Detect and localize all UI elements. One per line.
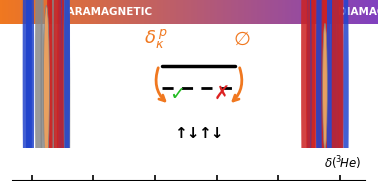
Ellipse shape xyxy=(57,0,62,181)
Ellipse shape xyxy=(339,0,344,181)
Ellipse shape xyxy=(64,0,68,181)
Circle shape xyxy=(323,24,327,150)
Ellipse shape xyxy=(307,0,312,181)
Ellipse shape xyxy=(64,0,70,181)
Ellipse shape xyxy=(28,0,34,181)
Ellipse shape xyxy=(307,0,311,181)
Text: $\delta(^3\!He)$: $\delta(^3\!He)$ xyxy=(324,154,362,172)
Text: ✗: ✗ xyxy=(214,85,230,104)
Ellipse shape xyxy=(23,0,30,181)
Ellipse shape xyxy=(26,0,31,181)
Ellipse shape xyxy=(51,0,58,181)
Ellipse shape xyxy=(54,0,59,181)
Text: $I_h$: $I_h$ xyxy=(216,148,228,164)
Circle shape xyxy=(43,5,50,168)
Text: $D_{5h}$: $D_{5h}$ xyxy=(164,148,188,164)
Ellipse shape xyxy=(316,0,322,181)
Ellipse shape xyxy=(59,0,64,181)
Text: ↑↓: ↑↓ xyxy=(174,127,200,141)
Ellipse shape xyxy=(338,0,342,181)
Ellipse shape xyxy=(317,0,324,181)
Ellipse shape xyxy=(337,0,344,181)
Ellipse shape xyxy=(310,0,317,181)
Text: ✓: ✓ xyxy=(170,85,186,104)
Ellipse shape xyxy=(334,0,339,181)
Ellipse shape xyxy=(65,0,70,181)
Text: He@C$_{60}^{\,6-}$: He@C$_{60}^{\,6-}$ xyxy=(296,149,354,169)
Ellipse shape xyxy=(333,0,337,181)
Ellipse shape xyxy=(61,0,69,181)
Ellipse shape xyxy=(61,0,67,181)
Text: $\varnothing$: $\varnothing$ xyxy=(233,30,251,49)
Ellipse shape xyxy=(57,0,62,181)
Text: DIAMAGNETIC: DIAMAGNETIC xyxy=(338,7,378,17)
Ellipse shape xyxy=(307,0,311,181)
Ellipse shape xyxy=(46,0,53,181)
Ellipse shape xyxy=(327,0,334,181)
Ellipse shape xyxy=(344,0,349,181)
Ellipse shape xyxy=(35,0,42,181)
Text: PARAMAGNETIC: PARAMAGNETIC xyxy=(60,7,152,17)
Ellipse shape xyxy=(26,0,32,181)
Text: $\delta^{\,p}_{\kappa}$: $\delta^{\,p}_{\kappa}$ xyxy=(144,28,168,51)
Ellipse shape xyxy=(40,0,44,181)
Text: ↑↓: ↑↓ xyxy=(198,127,224,141)
Ellipse shape xyxy=(316,0,322,181)
Ellipse shape xyxy=(330,0,335,181)
Ellipse shape xyxy=(326,0,331,181)
Ellipse shape xyxy=(306,0,311,181)
Ellipse shape xyxy=(322,0,327,181)
Text: He@C$_{70}^{\,6-}$: He@C$_{70}^{\,6-}$ xyxy=(21,149,79,169)
Ellipse shape xyxy=(332,0,339,181)
Ellipse shape xyxy=(321,0,327,181)
Ellipse shape xyxy=(308,0,315,181)
Ellipse shape xyxy=(301,0,309,181)
Ellipse shape xyxy=(48,0,55,181)
